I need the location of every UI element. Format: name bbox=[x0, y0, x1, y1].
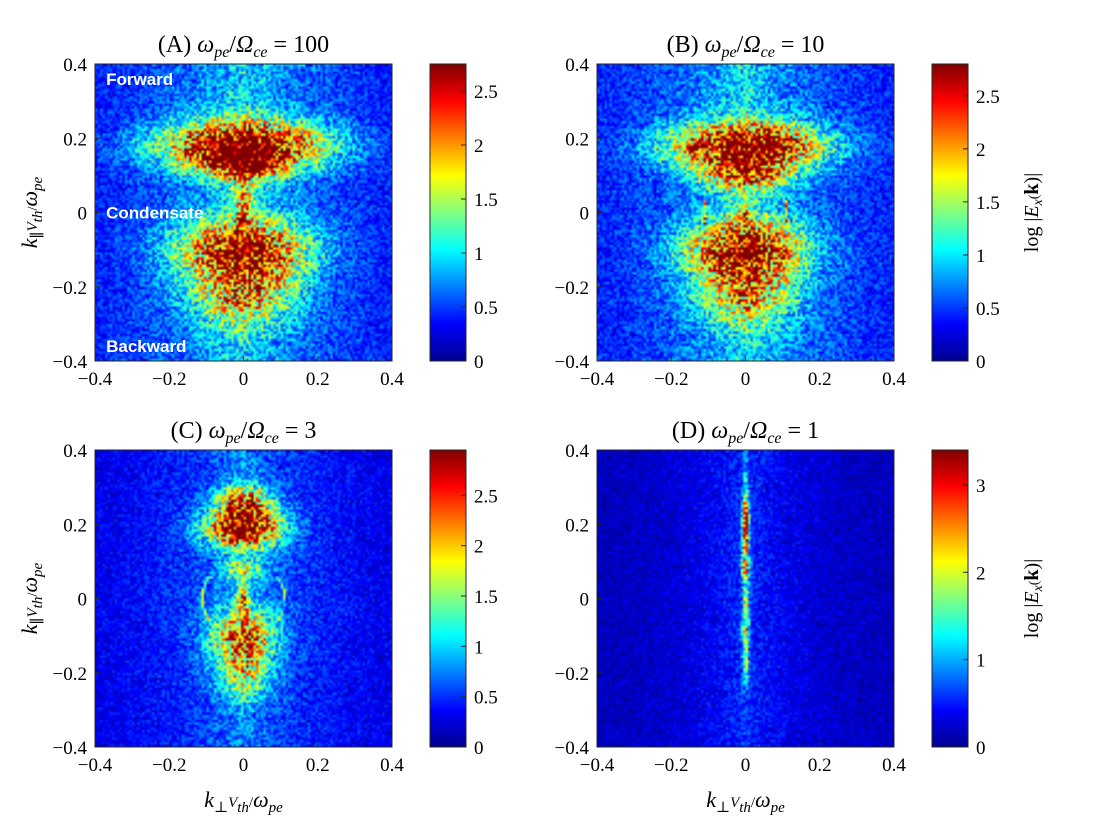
y-tick-label: 0.2 bbox=[63, 515, 87, 536]
colorbar-tick-label: 1 bbox=[474, 244, 484, 265]
y-tick-label: −0.4 bbox=[53, 352, 88, 373]
colorbar-tick-label: 2 bbox=[976, 563, 986, 584]
heatmap-image bbox=[95, 450, 392, 747]
x-tick-label: 0 bbox=[741, 369, 751, 390]
colorbar-tick-label: 2 bbox=[474, 537, 484, 558]
y-tick-label: −0.2 bbox=[555, 278, 589, 299]
x-tick-label: −0.2 bbox=[654, 369, 688, 390]
panel-b: (B) ωpe/Ωce = 10 −0.4 −0.2 0 0.2 0.4 0.4 0.2 0 −0… bbox=[555, 32, 1046, 390]
y-axis-label: k∥Vth/ωpe bbox=[17, 562, 46, 634]
annotation-forward: Forward bbox=[106, 70, 173, 89]
y-axis-label: k∥Vth/ωpe bbox=[17, 176, 46, 248]
x-tick-label: 0.2 bbox=[306, 755, 330, 776]
x-tick-label: −0.2 bbox=[152, 755, 186, 776]
y-tick-label: −0.2 bbox=[53, 278, 87, 299]
y-tick-label: 0 bbox=[78, 204, 88, 225]
y-tick-label: 0.4 bbox=[565, 55, 589, 76]
colorbar-tick-label: 0.5 bbox=[976, 299, 1000, 320]
y-tick-label: 0.2 bbox=[565, 129, 589, 150]
y-tick-label: 0 bbox=[580, 590, 590, 611]
y-tick-label: −0.2 bbox=[555, 664, 589, 685]
y-tick-label: 0.2 bbox=[565, 515, 589, 536]
heatmap-image bbox=[597, 64, 894, 361]
x-tick-label: 0 bbox=[239, 369, 249, 390]
x-tick-label: 0.2 bbox=[808, 755, 832, 776]
colorbar-tick-label: 2.5 bbox=[976, 87, 1000, 108]
colorbar bbox=[931, 63, 969, 362]
y-tick-label: −0.4 bbox=[53, 738, 88, 759]
colorbar bbox=[931, 449, 969, 748]
colorbar-tick-label: 1.5 bbox=[474, 587, 498, 608]
panel-title: (C) ωpe/Ωce = 3 bbox=[171, 418, 317, 447]
colorbar-tick-label: 2.5 bbox=[474, 486, 498, 507]
y-tick-label: 0 bbox=[78, 590, 88, 611]
colorbar-tick-label: 1 bbox=[976, 651, 986, 672]
colorbar-tick-label: 3 bbox=[976, 476, 986, 497]
colorbar-label: log |Ex(k)| bbox=[1021, 173, 1046, 252]
x-tick-label: −0.2 bbox=[654, 755, 688, 776]
x-tick-label: −0.4 bbox=[78, 369, 113, 390]
annotation-backward: Backward bbox=[106, 337, 186, 356]
panel-title: (D) ωpe/Ωce = 1 bbox=[672, 418, 819, 447]
panel-a: (A) ωpe/Ωce = 100 −0.4 −0.2 0 0.2 0.4 0.4 0.2 0 −… bbox=[17, 32, 498, 390]
colorbar-tick-label: 1.5 bbox=[976, 193, 1000, 214]
x-tick-label: 0.2 bbox=[808, 369, 832, 390]
colorbar-tick-label: 0 bbox=[976, 738, 986, 759]
colorbar-tick-label: 2 bbox=[474, 136, 484, 157]
panel-title: (A) ωpe/Ωce = 100 bbox=[158, 32, 329, 61]
y-tick-label: 0.2 bbox=[63, 129, 87, 150]
x-tick-label: 0.4 bbox=[882, 369, 906, 390]
colorbar bbox=[429, 63, 467, 362]
y-tick-label: 0.4 bbox=[63, 55, 87, 76]
x-axis-label: k⊥Vth/ωpe bbox=[706, 787, 785, 816]
colorbar-tick-label: 0.5 bbox=[474, 298, 498, 319]
panel-d: (D) ωpe/Ωce = 1 −0.4 −0.2 0 0.2 0.4 0.4 0.2 0 −0.… bbox=[555, 418, 1046, 816]
heatmap-image bbox=[597, 450, 894, 747]
x-tick-label: −0.4 bbox=[78, 755, 113, 776]
colorbar-tick-label: 2 bbox=[976, 140, 986, 161]
x-tick-label: −0.4 bbox=[580, 369, 615, 390]
y-tick-label: 0.4 bbox=[63, 441, 87, 462]
x-tick-label: 0.4 bbox=[882, 755, 906, 776]
colorbar bbox=[429, 449, 467, 748]
x-tick-label: −0.2 bbox=[152, 369, 186, 390]
colorbar-label: log |Ex(k)| bbox=[1021, 559, 1046, 638]
y-tick-label: −0.2 bbox=[53, 664, 87, 685]
colorbar-tick-label: 0 bbox=[474, 352, 484, 373]
panel-c: (C) ωpe/Ωce = 3 −0.4 −0.2 0 0.2 0.4 0.4 0.2 0 −0.… bbox=[17, 418, 498, 816]
panel-title: (B) ωpe/Ωce = 10 bbox=[667, 32, 825, 61]
x-axis-label: k⊥Vth/ωpe bbox=[204, 787, 283, 816]
colorbar-tick-label: 2.5 bbox=[474, 82, 498, 103]
heatmap-image bbox=[95, 64, 392, 361]
colorbar-tick-label: 1 bbox=[474, 637, 484, 658]
colorbar-tick-label: 1 bbox=[976, 246, 986, 267]
y-tick-label: 0.4 bbox=[565, 441, 589, 462]
colorbar-tick-label: 0 bbox=[976, 352, 986, 373]
y-tick-label: −0.4 bbox=[555, 352, 590, 373]
annotation-condensate: Condensate bbox=[106, 204, 203, 223]
y-tick-label: 0 bbox=[580, 204, 590, 225]
x-tick-label: 0.4 bbox=[380, 755, 404, 776]
x-tick-label: −0.4 bbox=[580, 755, 615, 776]
colorbar-tick-label: 0.5 bbox=[474, 688, 498, 709]
y-tick-label: −0.4 bbox=[555, 738, 590, 759]
x-tick-label: 0.4 bbox=[380, 369, 404, 390]
x-tick-label: 0.2 bbox=[306, 369, 330, 390]
x-tick-label: 0 bbox=[741, 755, 751, 776]
colorbar-tick-label: 0 bbox=[474, 738, 484, 759]
x-tick-label: 0 bbox=[239, 755, 249, 776]
colorbar-tick-label: 1.5 bbox=[474, 190, 498, 211]
